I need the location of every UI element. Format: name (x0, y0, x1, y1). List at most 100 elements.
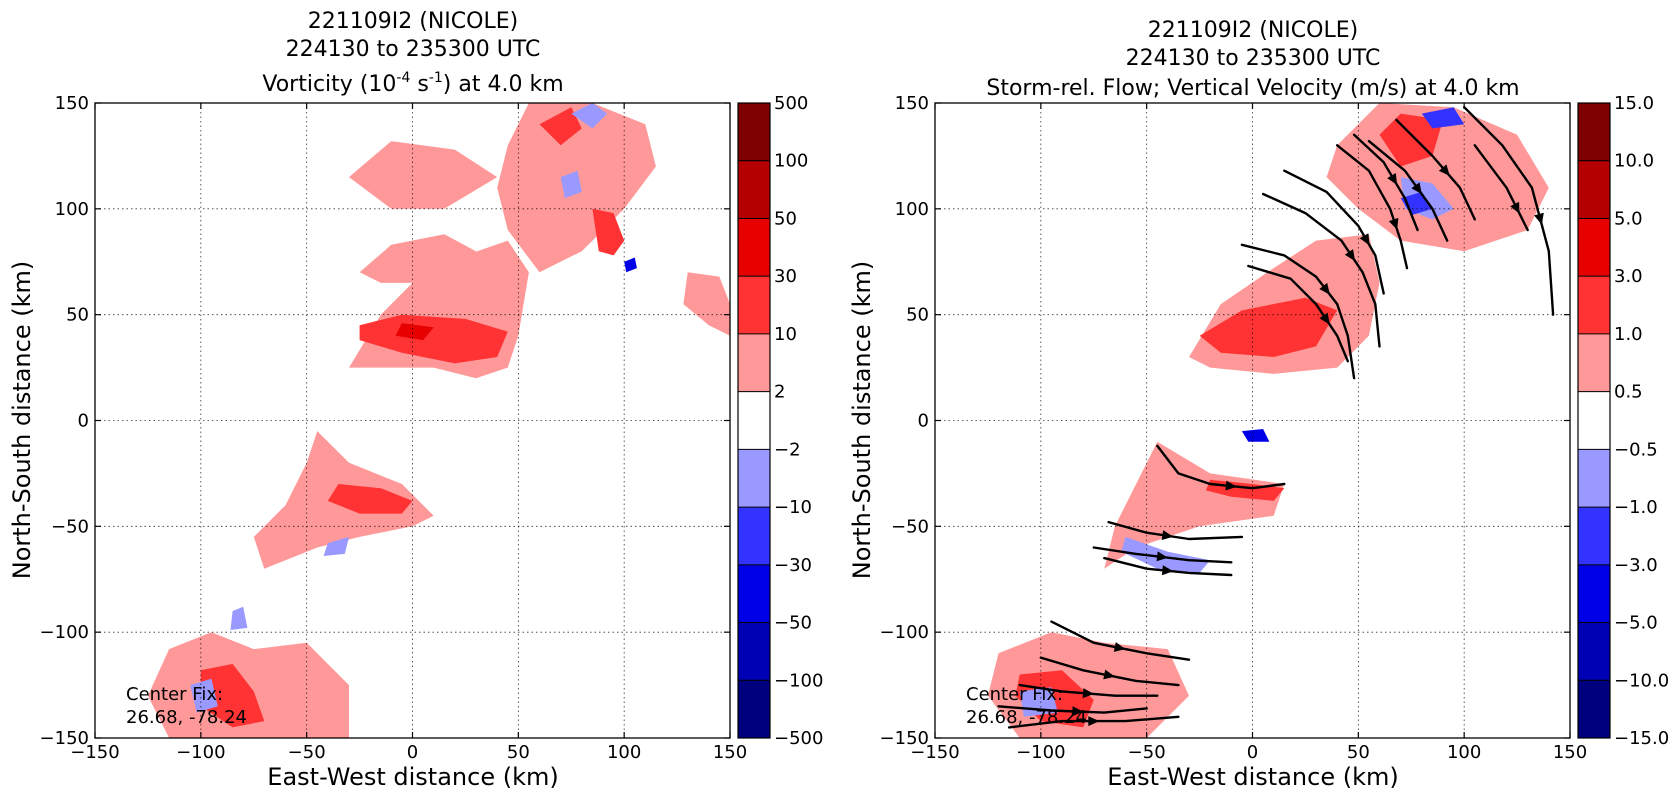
x-tick-label-4: 50 (1347, 742, 1370, 763)
colorbar-segment-8 (738, 564, 770, 623)
storm-relative-streamlines (997, 106, 1555, 729)
vorticity-colorbar: 500 100 50 30 10 2 −2 −10 −30 −50 −100 −500 (737, 93, 823, 749)
contour-region-7 (359, 314, 508, 364)
colorbar-label-6: −0.5 (1614, 439, 1658, 460)
contour-region-2 (1104, 441, 1285, 569)
streamline-arrow-16 (1082, 688, 1094, 699)
colorbar-label-0: 15.0 (1614, 93, 1654, 114)
vorticity-y-axis-label: North-South distance (km) (8, 261, 36, 580)
contour-region-17 (323, 536, 349, 556)
colorbar-segment-1 (738, 160, 770, 219)
contour-region-11 (200, 663, 265, 728)
vorticity-title-line3: Vorticity (10-4 s-1) at 4.0 km (262, 70, 563, 97)
streamline-8 (1463, 106, 1555, 316)
x-tick-label-2: −50 (1128, 742, 1166, 763)
vorticity-panel: 221109I2 (NICOLE) 224130 to 235300 UTC V… (8, 9, 823, 791)
colorbar-label-4: 10 (774, 324, 797, 345)
colorbar-segment-7 (1578, 507, 1610, 565)
streamline-arrow-15 (1103, 669, 1115, 680)
velocity-plot-area (935, 103, 1570, 738)
y-tick-label-4: 50 (66, 305, 89, 326)
colorbar-label-2: 50 (774, 208, 797, 229)
contour-region-4 (1199, 297, 1338, 357)
vorticity-x-axis-label: East-West distance (km) (267, 763, 558, 791)
contour-region-16 (571, 103, 608, 129)
velocity-annotation-line2: 26.68, -78.24 (966, 707, 1087, 728)
y-tick-label-6: 150 (895, 93, 929, 114)
velocity-title-line2: 224130 to 235300 UTC (1126, 46, 1381, 71)
x-tick-label-3: 0 (407, 742, 418, 763)
streamline-arrow-9 (1510, 201, 1520, 214)
colorbar-label-1: 10.0 (1614, 151, 1654, 172)
y-tick-label-5: 100 (895, 199, 929, 220)
colorbar-segment-2 (738, 218, 770, 277)
velocity-colorbar: 15.0 10.0 5.0 3.0 1.0 0.5 −0.5 −1.0 −3.0 −5.0 −10.… (1577, 93, 1669, 749)
x-tick-label-1: −100 (176, 742, 225, 763)
streamline-arrow-2 (1344, 249, 1355, 261)
streamline-9 (1473, 144, 1529, 232)
streamline-arrow-10 (1225, 480, 1237, 491)
colorbar-segment-5 (738, 391, 770, 450)
vorticity-title-line2: 224130 to 235300 UTC (286, 37, 541, 62)
contour-region-12 (1421, 107, 1465, 129)
colorbar-segment-9 (738, 622, 770, 681)
streamline-4 (1336, 144, 1409, 270)
colorbar-label-11: −500 (774, 728, 823, 749)
colorbar-label-9: −50 (774, 613, 812, 634)
colorbar-label-2: 5.0 (1614, 208, 1643, 229)
streamline-1 (1247, 264, 1349, 363)
contour-region-10 (327, 484, 413, 514)
contour-region-13 (1241, 429, 1270, 442)
x-tick-label-5: 100 (607, 742, 641, 763)
x-tick-label-4: 50 (507, 742, 530, 763)
contour-region-3 (349, 141, 498, 209)
vorticity-title-sup2: -1 (429, 70, 443, 86)
y-tick-label-3: 0 (78, 411, 89, 432)
colorbar-segment-3 (1578, 276, 1610, 334)
colorbar-segment-6 (1578, 449, 1610, 508)
vorticity-title-line1: 221109I2 (NICOLE) (308, 9, 518, 34)
colorbar-label-6: −2 (774, 439, 801, 460)
colorbar-label-9: −5.0 (1614, 613, 1658, 634)
colorbar-segment-0 (738, 103, 770, 161)
vorticity-title-sup1: -4 (396, 70, 410, 86)
vorticity-annotation-line2: 26.68, -78.24 (126, 707, 247, 728)
contour-region-13 (190, 678, 218, 713)
y-tick-label-1: −100 (40, 622, 89, 643)
velocity-title-line1: 221109I2 (NICOLE) (1148, 18, 1358, 43)
colorbar-label-7: −10 (774, 497, 812, 518)
streamline-arrow-14 (1113, 642, 1126, 652)
colorbar-label-10: −100 (774, 670, 823, 691)
y-tick-label-0: −150 (880, 728, 929, 749)
colorbar-label-8: −3.0 (1614, 555, 1658, 576)
colorbar-segment-4 (1578, 333, 1610, 392)
vorticity-axis-ticks: −150 −100 −50 0 50 100 150 −150 −100 −50 0 50 100 150 (40, 93, 748, 763)
colorbar-segment-10 (738, 680, 770, 738)
contour-region-18 (624, 257, 637, 273)
x-tick-label-1: −100 (1016, 742, 1065, 763)
colorbar-segment-0 (1578, 103, 1610, 161)
y-tick-label-2: −50 (891, 516, 929, 537)
y-tick-label-1: −100 (880, 622, 929, 643)
vorticity-contour-fills (147, 103, 730, 738)
velocity-axis-ticks: −150 −100 −50 0 50 100 150 −150 −100 −50 0 50 100 150 (880, 93, 1588, 763)
colorbar-label-11: −15.0 (1614, 728, 1669, 749)
colorbar-label-5: 0.5 (1614, 382, 1643, 403)
streamline-arrow-8 (1534, 212, 1544, 225)
vertical-velocity-panel: 221109I2 (NICOLE) 224130 to 235300 UTC S… (848, 18, 1669, 791)
colorbar-segment-6 (738, 449, 770, 508)
x-tick-label-6: 150 (713, 742, 747, 763)
colorbar-label-1: 100 (774, 151, 808, 172)
colorbar-label-5: 2 (774, 382, 785, 403)
colorbar-label-4: 1.0 (1614, 324, 1643, 345)
y-tick-label-0: −150 (40, 728, 89, 749)
velocity-annotation-line1: Center Fix: (966, 684, 1063, 705)
y-tick-label-4: 50 (906, 305, 929, 326)
colorbar-segment-2 (1578, 218, 1610, 277)
streamline-3 (1283, 169, 1385, 295)
colorbar-segment-8 (1578, 564, 1610, 623)
streamline-arrow-4 (1388, 217, 1399, 230)
x-tick-label-3: 0 (1247, 742, 1258, 763)
contour-region-6 (683, 272, 730, 336)
streamline-arrow-13 (1161, 565, 1174, 576)
